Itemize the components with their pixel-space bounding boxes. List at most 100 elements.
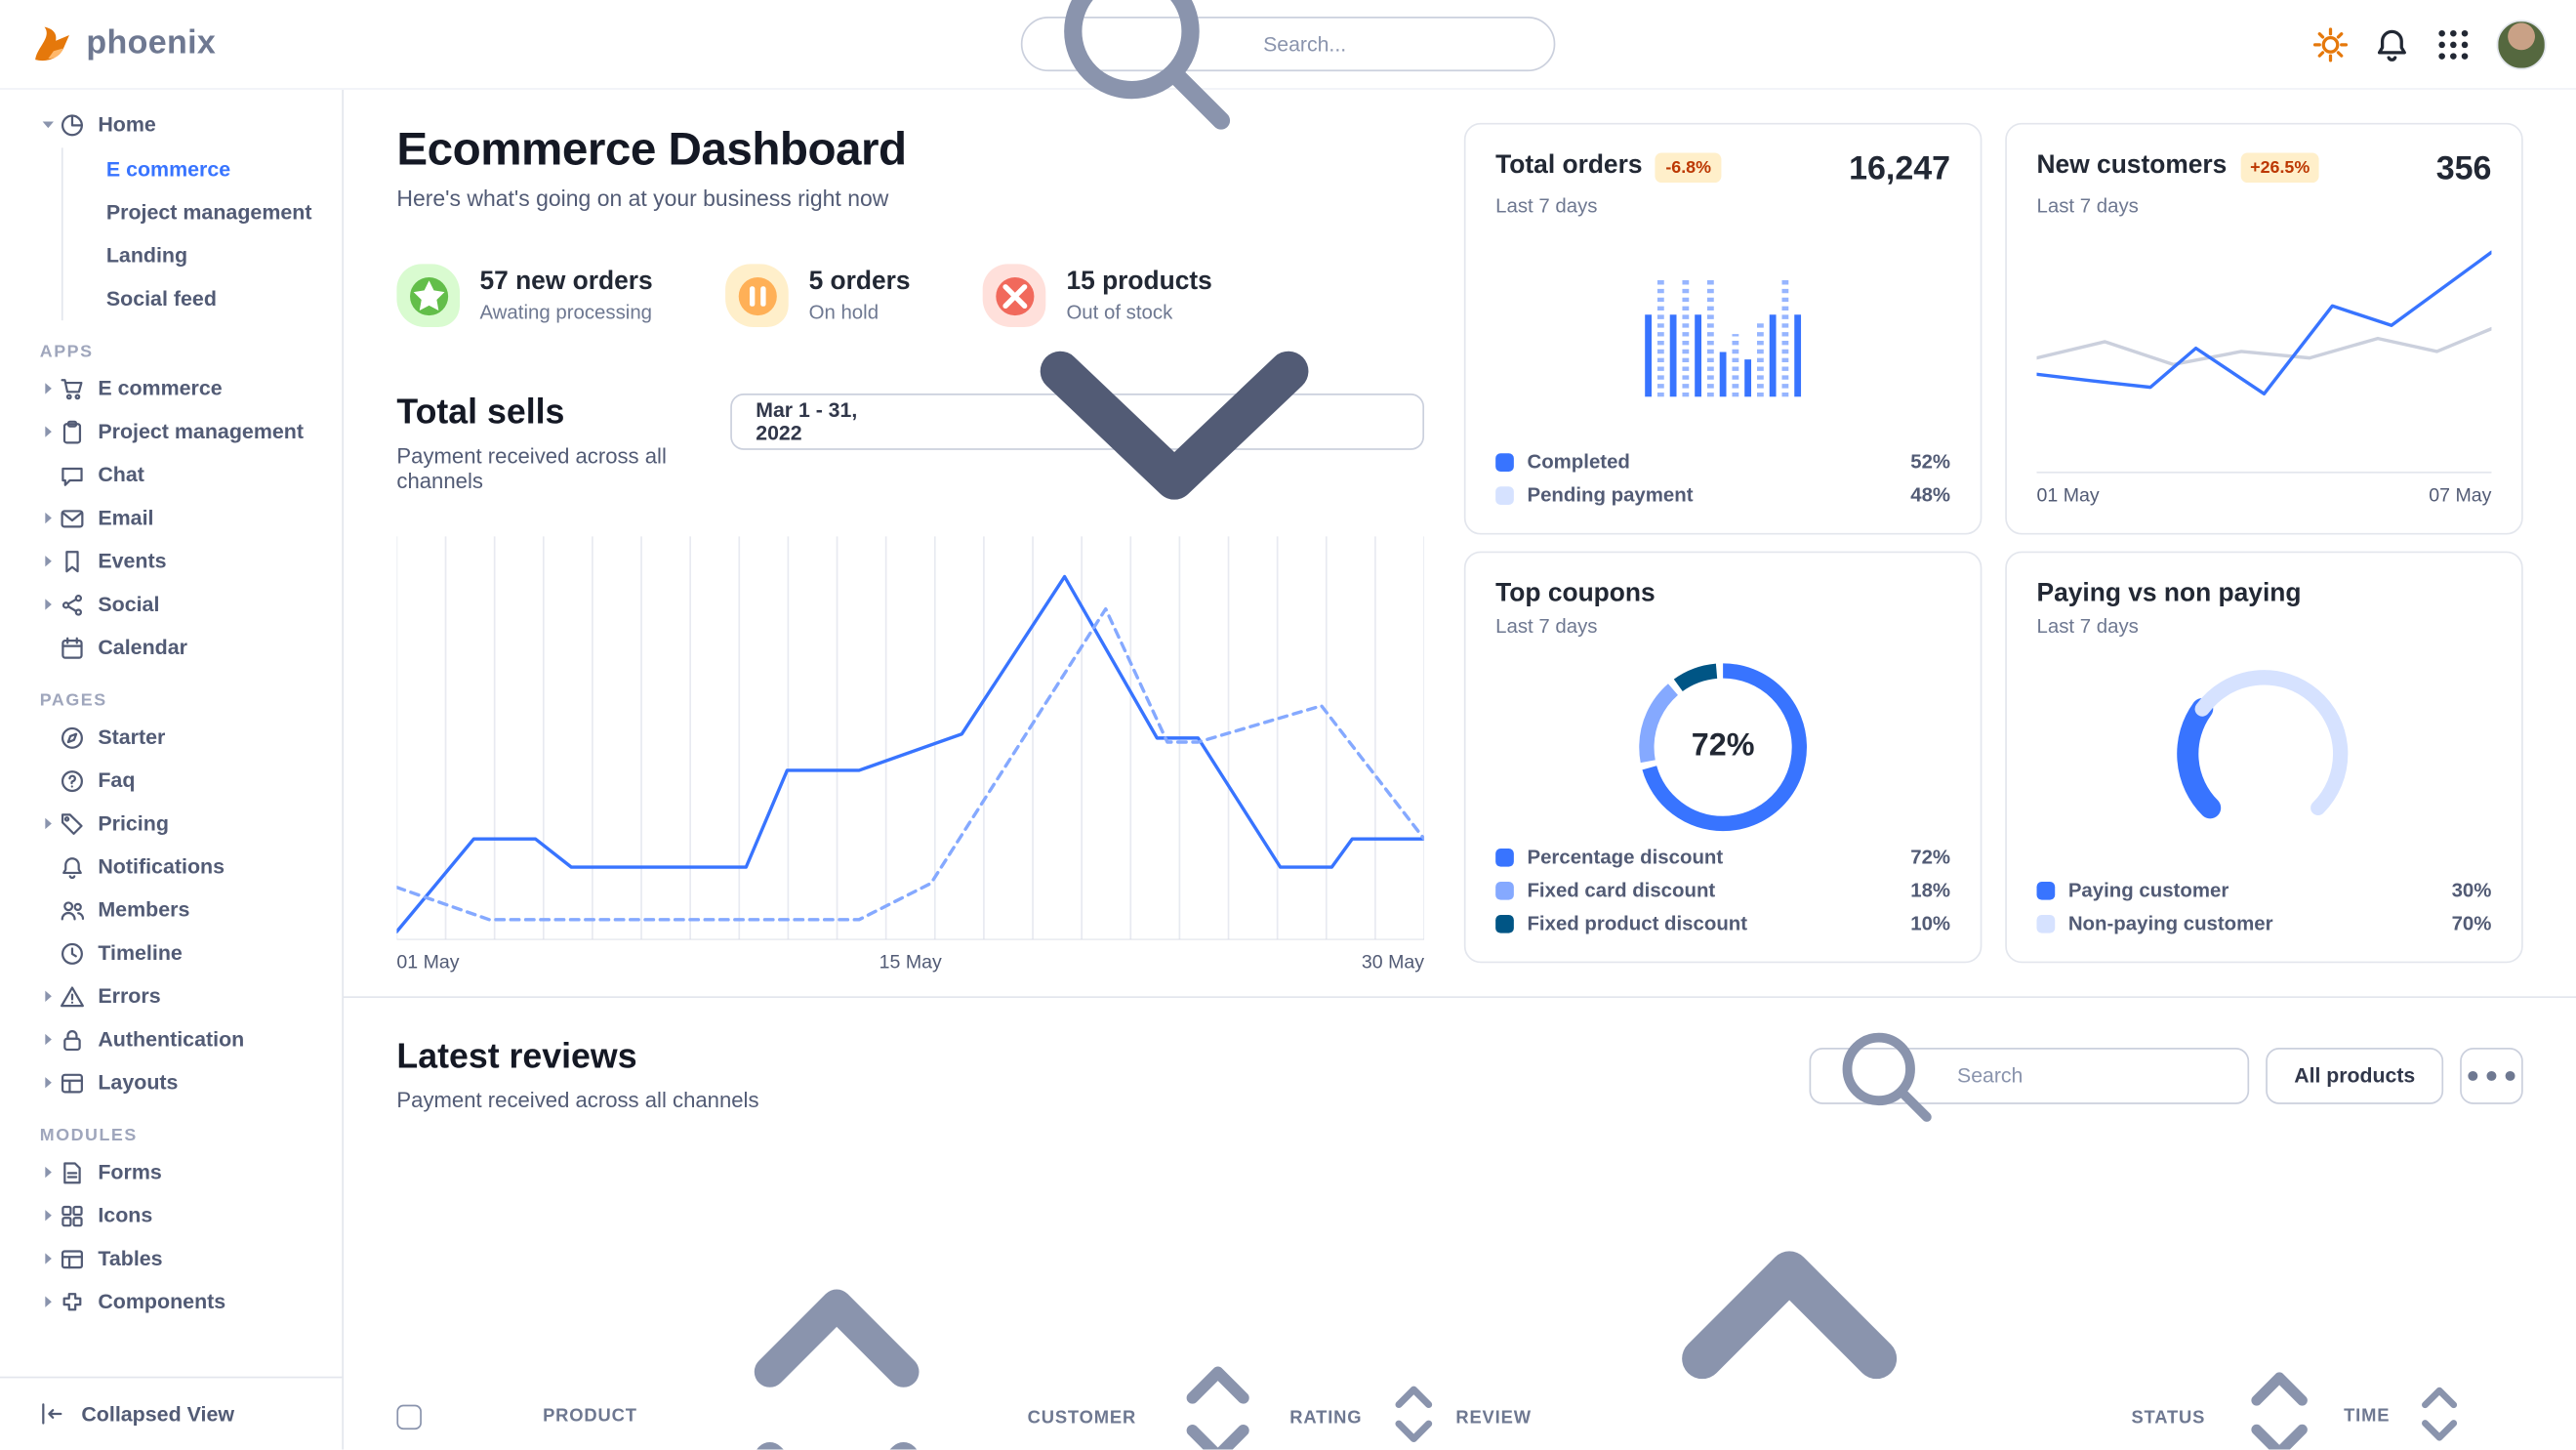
sidebar-item-label: E commerce: [98, 377, 223, 400]
cart-icon: [60, 376, 85, 401]
sidebar-item-members[interactable]: Members: [0, 889, 342, 932]
sidebar-item-timeline[interactable]: Timeline: [0, 932, 342, 974]
sidebar-section-apps: APPS: [39, 342, 94, 362]
column-header-rating[interactable]: RATING: [1289, 1372, 1455, 1449]
legend-value: 10%: [1910, 911, 1951, 935]
column-header-customer[interactable]: CUSTOMER: [1028, 1343, 1290, 1450]
total-orders-chart: [1637, 237, 1810, 397]
sidebar-item-social[interactable]: Social: [0, 583, 342, 626]
sidebar-item-label: Email: [98, 506, 154, 530]
sidebar-item-notifications[interactable]: Notifications: [0, 846, 342, 889]
sidebar-item-home[interactable]: Home: [0, 103, 342, 145]
global-search[interactable]: [1020, 0, 1556, 130]
search-icon: [1831, 1020, 1941, 1130]
x-axis-label: 30 May: [1361, 953, 1425, 974]
legend-label: Paying customer: [2067, 878, 2229, 902]
main-content: Ecommerce Dashboard Here's what's going …: [344, 90, 2576, 1450]
sidebar-item-authentication[interactable]: Authentication: [0, 1017, 342, 1060]
sidebar-item-faq[interactable]: Faq: [0, 759, 342, 802]
notifications-button[interactable]: [2374, 25, 2410, 62]
sidebar-item-project-management[interactable]: Project management: [0, 410, 342, 453]
sidebar-item-components[interactable]: Components: [0, 1280, 342, 1323]
chat-icon: [60, 463, 85, 488]
sun-icon: [2312, 25, 2349, 62]
reviews-more-button[interactable]: [2460, 1047, 2523, 1103]
all-products-button[interactable]: All products: [2266, 1047, 2444, 1103]
total-sells-title: Total sells: [396, 394, 565, 433]
search-icon: [1043, 0, 1247, 146]
sidebar-item-layouts[interactable]: Layouts: [0, 1061, 342, 1104]
sort-icon: [1145, 1343, 1290, 1450]
date-range-select[interactable]: Mar 1 - 31, 2022: [730, 350, 1425, 499]
legend-label: Percentage discount: [1527, 845, 1724, 869]
sidebar-item-events[interactable]: Events: [0, 540, 342, 583]
stat-text: 57 new orders Awating processing: [479, 268, 652, 324]
global-search-input[interactable]: [1259, 30, 1534, 58]
sidebar-item-tables[interactable]: Tables: [0, 1237, 342, 1280]
theme-toggle-button[interactable]: [2312, 25, 2349, 62]
legend-swatch: [1495, 485, 1514, 505]
sidebar: Home E commerce Project management Landing S…: [0, 89, 345, 1450]
caret-down-icon: [36, 113, 60, 137]
x-axis-label: 15 May: [879, 953, 942, 974]
sidebar-item-e-commerce[interactable]: E commerce: [0, 367, 342, 410]
reviews-search[interactable]: [1809, 1031, 2250, 1122]
stat-out-of-stock: 15 products Out of stock: [983, 264, 1212, 327]
sidebar-item-landing[interactable]: Landing: [105, 243, 188, 268]
sidebar-item-pricing[interactable]: Pricing: [0, 802, 342, 845]
stat-value: 5 orders: [808, 267, 911, 296]
sidebar-item-social-feed[interactable]: Social feed: [105, 287, 217, 311]
sidebar-item-calendar[interactable]: Calendar: [0, 626, 342, 669]
reviews-search-input[interactable]: [1953, 1061, 2228, 1089]
sort-icon: [2214, 1349, 2344, 1450]
collapsed-view-button[interactable]: Collapsed View: [0, 1376, 343, 1450]
sidebar-item-errors[interactable]: Errors: [0, 974, 342, 1017]
stat-text: 5 orders On hold: [809, 268, 911, 324]
stat-caption: On hold: [808, 300, 879, 324]
sidebar-item-starter[interactable]: Starter: [0, 716, 342, 759]
select-all-checkbox[interactable]: [396, 1404, 422, 1430]
caret-right-icon: [36, 550, 60, 573]
sidebar-item-label: Members: [98, 897, 190, 922]
top-coupons-legend: Percentage discount 72% Fixed card discoun…: [1495, 845, 1951, 935]
stat-value: 15 products: [1066, 267, 1212, 296]
sidebar-item-label: Calendar: [98, 636, 187, 660]
stat-text: 15 products Out of stock: [1066, 268, 1211, 324]
apps-menu-button[interactable]: [2435, 25, 2472, 62]
dashboard-section: Ecommerce Dashboard Here's what's going …: [344, 90, 2576, 996]
user-avatar[interactable]: [2496, 19, 2547, 69]
help-icon: [60, 767, 85, 793]
stat-on-hold: 5 orders On hold: [725, 264, 911, 327]
sidebar-item-label: Timeline: [98, 941, 183, 965]
column-header-time[interactable]: TIME: [2344, 1374, 2479, 1450]
brand[interactable]: phoenix: [30, 22, 217, 65]
legend-swatch: [2036, 881, 2056, 899]
column-header-review[interactable]: REVIEW: [1455, 1166, 2131, 1450]
sidebar-nav: Home E commerce Project management Landing S…: [0, 103, 342, 1376]
kpi-cards: Total orders -6.8% 16,247 Last 7 days Co…: [1463, 122, 2523, 974]
sidebar-item-email[interactable]: Email: [0, 496, 342, 539]
sidebar-item-forms[interactable]: Forms: [0, 1150, 342, 1193]
paying-title: Paying vs non paying: [2036, 579, 2302, 608]
x-axis-label: 07 May: [2429, 486, 2492, 507]
caret-right-icon: [36, 1071, 60, 1095]
legend-item-percentage-discount: Percentage discount 72%: [1495, 845, 1950, 869]
card-top-coupons: Top coupons Last 7 days 72% Percentage d…: [1463, 551, 1983, 964]
form-icon: [60, 1160, 85, 1185]
table-header-row: PRODUCT CUSTOMER RATING REVIEW STATUS TIME: [396, 1156, 2522, 1450]
latest-reviews-title: Latest reviews: [396, 1037, 637, 1076]
total-sells-subtitle: Payment received across all channels: [396, 443, 667, 494]
table-icon: [60, 1246, 85, 1271]
sidebar-item-icons[interactable]: Icons: [0, 1194, 342, 1237]
latest-reviews-subtitle: Payment received across all channels: [396, 1087, 759, 1113]
new-customers-x-labels: 01 May 07 May: [2036, 471, 2492, 507]
legend-item-completed: Completed 52%: [1495, 450, 1950, 474]
page-subtitle: Here's what's going on at your business …: [396, 186, 889, 211]
sidebar-item-project-management[interactable]: Project management: [105, 200, 312, 225]
legend-item-paying-customer: Paying customer 30%: [2036, 878, 2491, 902]
sidebar-item-e-commerce[interactable]: E commerce: [105, 157, 231, 182]
sidebar-item-chat[interactable]: Chat: [0, 453, 342, 496]
column-header-status[interactable]: STATUS: [2131, 1349, 2344, 1450]
legend-label: Pending payment: [1527, 482, 1694, 507]
column-header-product[interactable]: PRODUCT: [543, 1223, 1028, 1450]
